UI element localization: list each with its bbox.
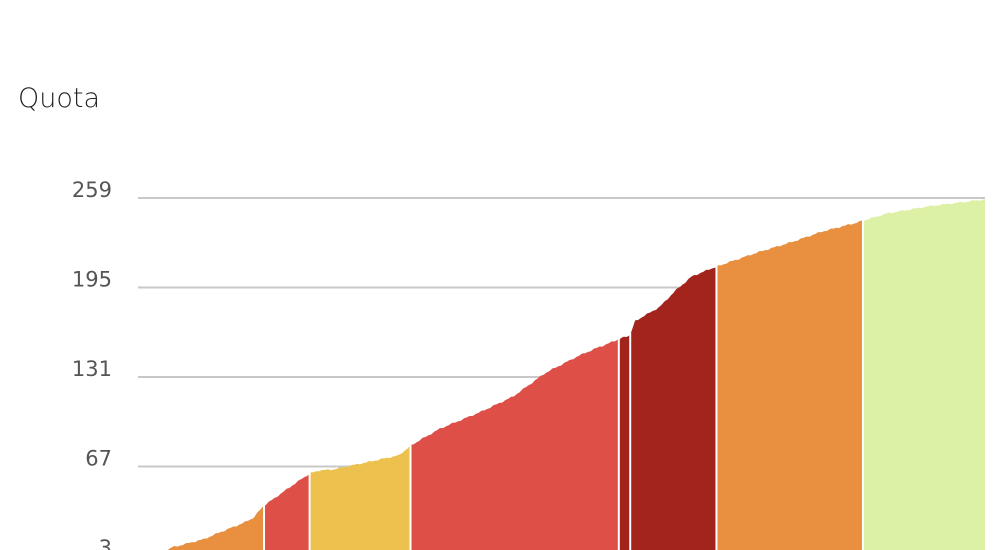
elevation-segments (167, 199, 985, 550)
y-tick-label-0: 3 (99, 536, 112, 550)
y-tick-label-3: 195 (72, 268, 112, 292)
y-axis-title: Quota (18, 83, 100, 114)
elevation-segment-1 (264, 473, 310, 550)
y-tick-label-4: 259 (72, 178, 112, 202)
elevation-segment-3 (410, 339, 619, 550)
elevation-segment-0 (167, 505, 265, 550)
elevation-segment-5 (630, 266, 717, 550)
y-tick-label-2: 131 (72, 357, 112, 381)
elevation-segment-7 (862, 199, 985, 550)
elevation-segment-6 (716, 220, 863, 550)
segment-dividers (263, 218, 864, 550)
elevation-segment-4 (618, 335, 631, 550)
y-tick-label-1: 67 (85, 447, 112, 471)
elevation-segment-2 (309, 445, 411, 550)
y-tick-labels: 3 67 131 195 259 (72, 178, 112, 550)
